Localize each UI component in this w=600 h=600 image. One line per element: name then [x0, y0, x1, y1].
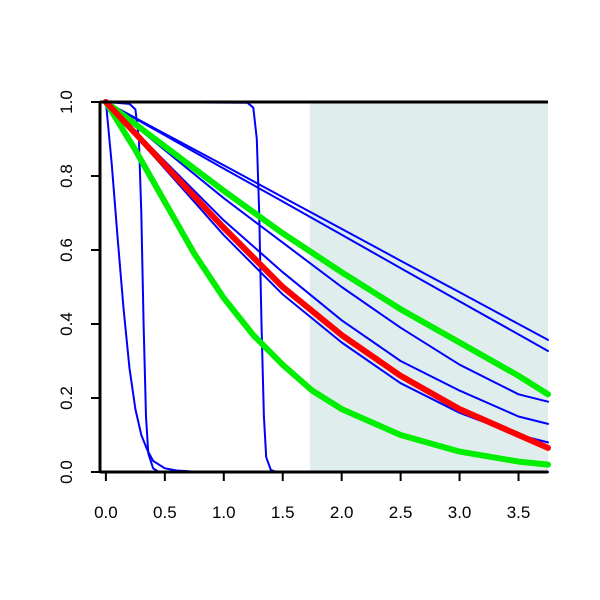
x-tick-label: 2.5	[389, 503, 413, 522]
series-line-6	[104, 101, 549, 403]
series-line-5	[104, 101, 549, 352]
x-tick-label: 1.5	[271, 503, 295, 522]
series-line-7	[104, 101, 549, 425]
y-tick-label: 0.4	[57, 312, 76, 336]
y-tick-label: 0.2	[57, 386, 76, 410]
x-tick-label: 0.0	[94, 503, 118, 522]
axes-layer	[98, 100, 548, 474]
y-tick-label: 0.6	[57, 238, 76, 262]
y-tick-label: 0.8	[57, 164, 76, 188]
shaded-region	[309, 102, 548, 472]
x-tick-label: 3.0	[448, 503, 472, 522]
x-tick-label: 1.0	[212, 503, 236, 522]
x-tick-label: 0.5	[153, 503, 177, 522]
series-line-9	[102, 99, 551, 398]
series-line-10	[102, 99, 551, 468]
x-tick-label: 3.5	[507, 503, 531, 522]
series-line-2	[104, 101, 549, 473]
x-tick-layer: 0.0 0.5 1.0 1.5 2.0 2.5 3.0 3.5	[94, 472, 530, 522]
series-layer	[102, 99, 551, 473]
y-tick-label: 1.0	[57, 90, 76, 114]
series-line-11	[102, 99, 551, 451]
x-tick-label: 2.0	[330, 503, 354, 522]
y-tick-label: 0.0	[57, 460, 76, 484]
shaded-region-layer	[309, 102, 548, 472]
y-tick-layer: 0.0 0.2 0.4 0.6 0.8 1.0	[57, 90, 100, 484]
series-line-4	[104, 101, 549, 341]
